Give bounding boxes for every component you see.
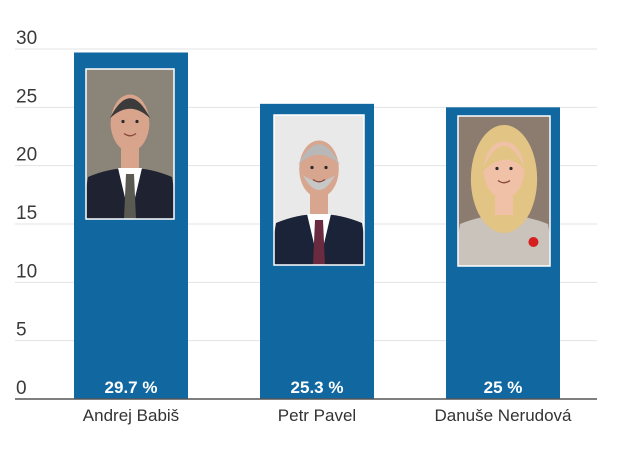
x-axis-labels: Andrej Babiš Petr Pavel Danuše Nerudová [83, 406, 572, 425]
y-tick-label: 20 [16, 145, 37, 166]
y-tick-label: 15 [16, 203, 37, 224]
y-tick-label: 30 [16, 28, 37, 49]
petr-pavel-photo [273, 114, 365, 266]
danuse-nerudova-photo [457, 115, 551, 267]
value-label: 25 % [484, 378, 523, 397]
category-label: Petr Pavel [278, 406, 356, 425]
value-labels: 29.7 % 25.3 % 25 % [105, 378, 523, 397]
y-tick-label: 10 [16, 261, 37, 282]
value-label: 29.7 % [105, 378, 158, 397]
candidate-photos [85, 68, 551, 267]
andrej-babis-photo [85, 68, 175, 220]
value-label: 25.3 % [291, 378, 344, 397]
category-label: Danuše Nerudová [434, 406, 572, 425]
y-tick-label: 5 [16, 320, 27, 341]
y-axis-ticks: 0 5 10 15 20 25 30 [16, 28, 37, 399]
y-tick-label: 25 [16, 86, 37, 107]
y-tick-label: 0 [16, 378, 27, 399]
category-label: Andrej Babiš [83, 406, 179, 425]
